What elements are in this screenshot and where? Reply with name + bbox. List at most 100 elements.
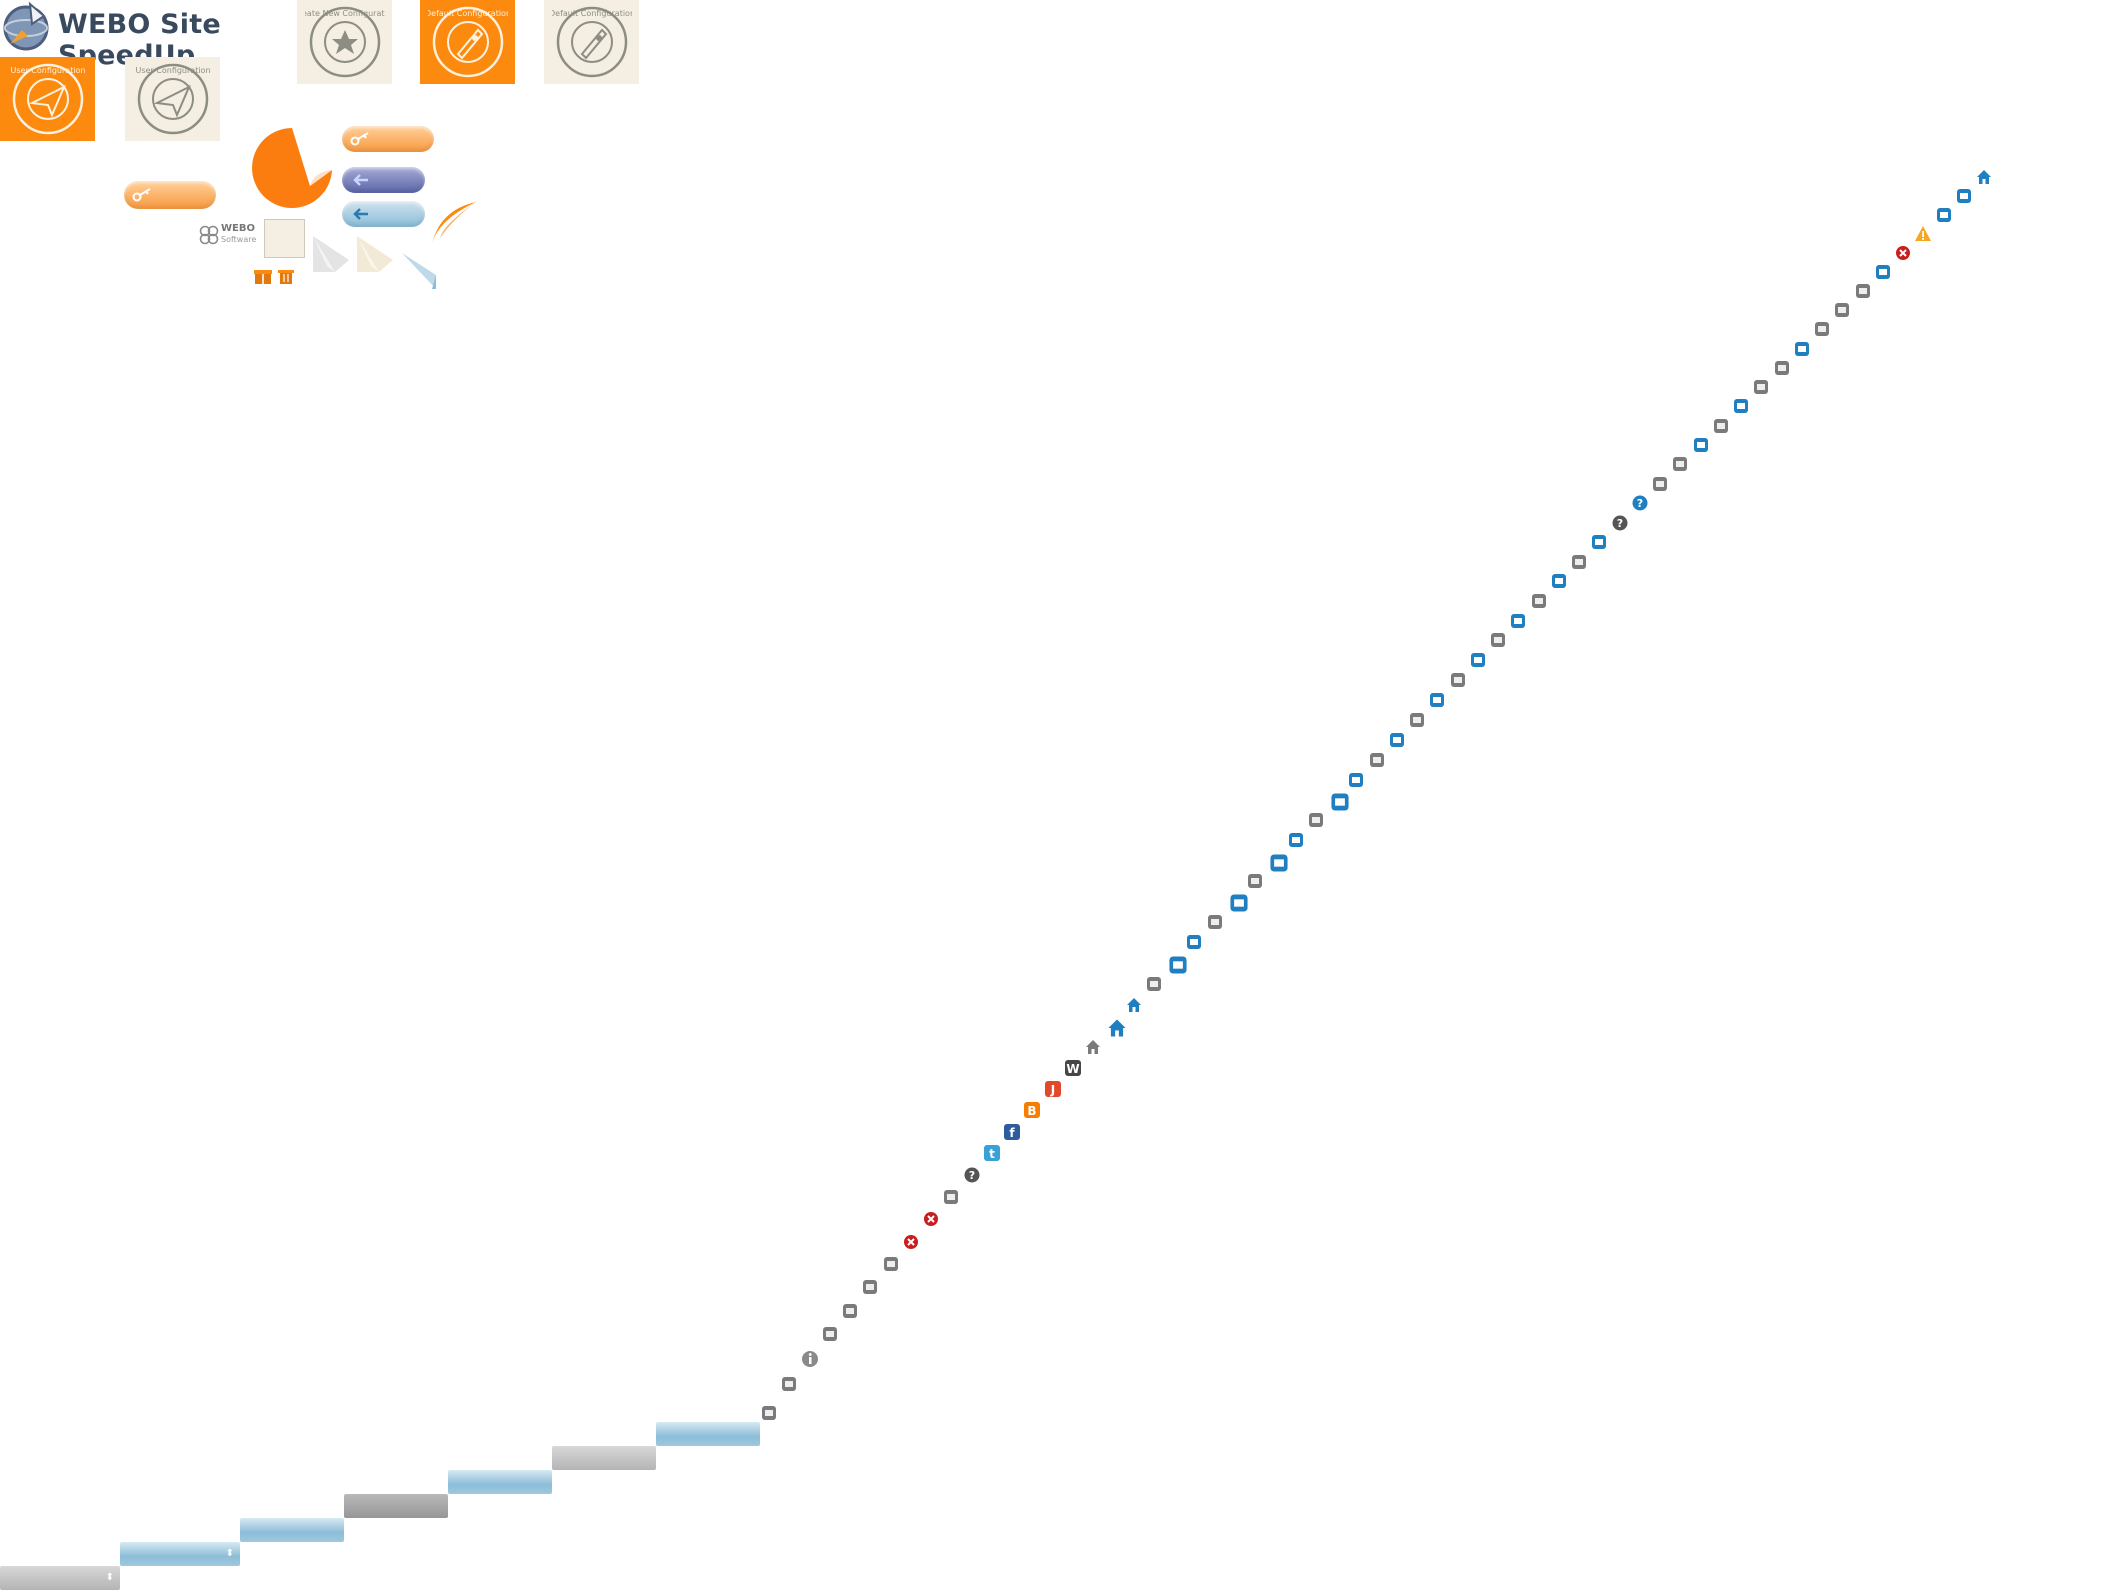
gift-icon bbox=[254, 270, 272, 284]
stamp-text: User Configuration bbox=[135, 66, 210, 75]
stamp-text: Default Configuration bbox=[552, 9, 632, 18]
sliders-blue-icon bbox=[1957, 189, 1971, 203]
webo-logo-icon bbox=[199, 225, 219, 245]
webo-logo-line2: Software bbox=[221, 235, 257, 244]
logo[interactable]: WEBO Site SpeedUp bbox=[0, 0, 300, 71]
svg-text:f: f bbox=[1009, 1126, 1015, 1140]
sliders-blue-icon bbox=[1471, 653, 1485, 667]
rocket-stamp-icon: Default Configuration bbox=[552, 6, 632, 78]
back-arrow-icon bbox=[353, 208, 368, 220]
warning-icon bbox=[1915, 226, 1931, 241]
download-icon bbox=[782, 1377, 796, 1391]
page-curl-gray bbox=[313, 236, 349, 272]
home-blue-icon bbox=[1977, 170, 1991, 184]
svg-text:B: B bbox=[1027, 1104, 1036, 1118]
clipboard-blue-icon bbox=[1734, 399, 1748, 413]
plain-bar[interactable] bbox=[552, 1446, 656, 1470]
server-blue-big-icon bbox=[1230, 894, 1248, 912]
back-button-blue[interactable] bbox=[342, 201, 425, 227]
list-gray-icon bbox=[1532, 594, 1546, 608]
select-bar[interactable]: ⬍ bbox=[120, 1542, 240, 1566]
wrench-gray-icon bbox=[1815, 322, 1829, 336]
plain-bar[interactable] bbox=[448, 1470, 552, 1494]
list-blue-icon bbox=[1552, 574, 1566, 588]
server-gray-icon bbox=[1410, 713, 1424, 727]
default-configuration-tile[interactable]: Default Configuration bbox=[544, 0, 639, 84]
close-red-icon bbox=[904, 1235, 918, 1249]
key-blue-big-icon bbox=[1270, 854, 1288, 872]
disabled-circle-icon bbox=[944, 1190, 958, 1204]
home-blue-big-icon bbox=[1108, 1019, 1126, 1037]
facebook-icon: f bbox=[1004, 1124, 1020, 1140]
svg-text:?: ? bbox=[1637, 497, 1643, 510]
wordpress-icon: W bbox=[1065, 1060, 1081, 1076]
trash-orange-icon bbox=[278, 270, 294, 284]
joomla-icon: J bbox=[1045, 1081, 1061, 1097]
wrench-gray-icon bbox=[1754, 380, 1768, 394]
clipboard-gray-icon bbox=[1714, 419, 1728, 433]
sliders-gray-icon bbox=[1451, 673, 1465, 687]
paper-plane-stamp-icon: User Configuration bbox=[135, 63, 210, 135]
info-icon bbox=[802, 1351, 818, 1367]
gear-blue-icon bbox=[1795, 342, 1809, 356]
plain-bar[interactable] bbox=[656, 1422, 760, 1446]
comment-blue-icon bbox=[1511, 614, 1525, 628]
select-arrows-icon: ⬍ bbox=[105, 1572, 114, 1583]
sliders-gray-icon bbox=[1147, 977, 1161, 991]
stopwatch-blue-icon bbox=[1694, 438, 1708, 452]
svg-text:?: ? bbox=[1617, 517, 1623, 530]
svg-text:J: J bbox=[1050, 1083, 1055, 1097]
select-bar[interactable]: ⬍ bbox=[0, 1566, 120, 1590]
back-arrow-icon bbox=[353, 174, 368, 186]
key-button-orange[interactable] bbox=[342, 126, 434, 152]
flag-gray-icon bbox=[1370, 753, 1384, 767]
key-blue-icon bbox=[1937, 208, 1951, 222]
back-button-navy[interactable] bbox=[342, 167, 425, 193]
plain-bar[interactable] bbox=[240, 1518, 344, 1542]
basket-icon bbox=[884, 1257, 898, 1271]
trash-icon bbox=[823, 1327, 837, 1341]
server-blue-icon bbox=[1430, 693, 1444, 707]
user-icon bbox=[762, 1406, 776, 1420]
home-gray-icon bbox=[1086, 1040, 1100, 1054]
paper-plane-stamp-icon: User Configuration bbox=[10, 63, 85, 135]
create-new-configuration-tile[interactable]: Create New Configuration bbox=[297, 0, 392, 84]
server-gray-icon bbox=[1208, 915, 1222, 929]
help-corner-icon: ? bbox=[964, 1167, 980, 1183]
stamp-text: Default Configuration bbox=[428, 9, 508, 18]
help-gray-icon: ? bbox=[1612, 515, 1628, 531]
webo-logo-line1: WEBO bbox=[221, 223, 255, 234]
stopwatch-gray-icon bbox=[1673, 457, 1687, 471]
stamp-text: User Configuration bbox=[10, 66, 85, 75]
user-configuration-tile-active[interactable]: User Configuration bbox=[0, 57, 95, 141]
key-button-orange-small[interactable] bbox=[124, 181, 216, 209]
sliders-blue-big-icon bbox=[1169, 956, 1187, 974]
gear-gray-icon bbox=[1309, 813, 1323, 827]
key-blue-icon bbox=[1289, 833, 1303, 847]
rss-blue-icon bbox=[1592, 535, 1606, 549]
comment-gray-icon bbox=[1491, 633, 1505, 647]
webo-software-logo: WEBO Software bbox=[199, 222, 259, 248]
svg-text:t: t bbox=[989, 1147, 995, 1161]
home-blue-icon bbox=[1127, 998, 1141, 1012]
orange-sticker-icon bbox=[252, 128, 332, 208]
key-icon bbox=[132, 188, 151, 202]
select-arrows-icon: ⬍ bbox=[225, 1548, 234, 1559]
rss-gray-icon bbox=[1572, 555, 1586, 569]
plain-bar[interactable] bbox=[344, 1494, 448, 1518]
scissors-icon bbox=[843, 1304, 857, 1318]
star-stamp-icon: Create New Configuration bbox=[305, 6, 385, 78]
svg-text:?: ? bbox=[969, 1169, 975, 1182]
help-blue-icon: ? bbox=[1632, 495, 1648, 511]
key-gray-icon bbox=[1248, 874, 1262, 888]
crop-icon bbox=[863, 1280, 877, 1294]
key-icon bbox=[350, 132, 369, 146]
beige-swatch bbox=[264, 219, 305, 258]
default-configuration-tile-active[interactable]: Default Configuration bbox=[420, 0, 515, 84]
user-configuration-tile[interactable]: User Configuration bbox=[125, 57, 220, 141]
svg-text:W: W bbox=[1066, 1062, 1079, 1076]
twitter-icon: t bbox=[984, 1145, 1000, 1161]
blogger-icon: B bbox=[1024, 1102, 1040, 1118]
close-red-icon bbox=[1896, 246, 1910, 260]
gears-gray-icon bbox=[1856, 284, 1870, 298]
